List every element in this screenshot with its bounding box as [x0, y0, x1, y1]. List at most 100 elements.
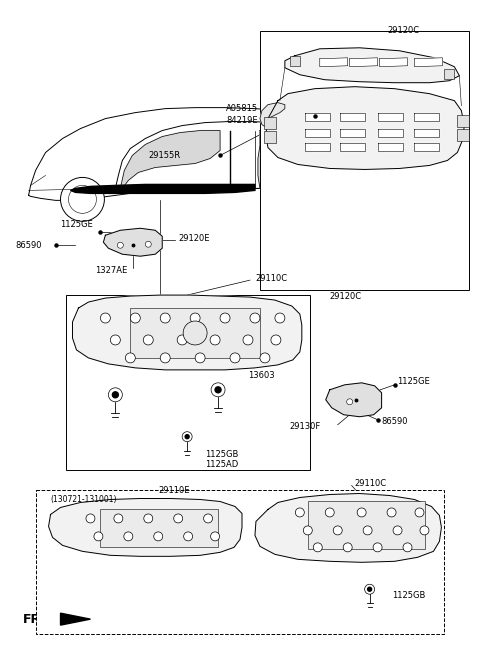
Bar [65, 295, 310, 470]
Text: 1125GE: 1125GE [397, 377, 430, 386]
Text: 86590: 86590 [382, 417, 408, 426]
Bar [264, 117, 276, 129]
Bar [36, 489, 444, 634]
Text: 29110C: 29110C [355, 479, 387, 488]
Polygon shape [71, 184, 255, 193]
Bar [100, 509, 218, 547]
Circle shape [86, 514, 95, 523]
Circle shape [387, 508, 396, 517]
Circle shape [243, 335, 253, 345]
Circle shape [347, 398, 353, 405]
Circle shape [160, 313, 170, 323]
Circle shape [177, 335, 187, 345]
Text: A05815: A05815 [226, 104, 258, 113]
Circle shape [110, 335, 120, 345]
Circle shape [295, 508, 304, 517]
Polygon shape [415, 58, 443, 67]
Circle shape [108, 388, 122, 402]
Bar [444, 69, 455, 79]
Circle shape [250, 313, 260, 323]
Polygon shape [305, 143, 330, 151]
Polygon shape [415, 143, 439, 151]
Bar [290, 56, 300, 66]
Circle shape [271, 335, 281, 345]
Text: 84219E: 84219E [226, 116, 258, 125]
Circle shape [210, 335, 220, 345]
Polygon shape [350, 58, 378, 67]
Circle shape [117, 242, 123, 248]
Circle shape [125, 353, 135, 363]
Circle shape [220, 313, 230, 323]
Circle shape [211, 383, 225, 397]
Circle shape [368, 587, 372, 591]
Circle shape [144, 514, 153, 523]
Circle shape [124, 532, 133, 541]
Circle shape [313, 543, 322, 552]
Polygon shape [378, 113, 403, 121]
Circle shape [357, 508, 366, 517]
Bar [308, 502, 425, 549]
Circle shape [230, 353, 240, 363]
Polygon shape [120, 130, 220, 188]
Polygon shape [378, 143, 403, 151]
Circle shape [415, 508, 424, 517]
Polygon shape [326, 383, 382, 417]
Text: 29120E: 29120E [178, 234, 210, 243]
Bar [457, 129, 469, 141]
Text: 29110E: 29110E [158, 486, 190, 495]
Text: 1125GE: 1125GE [60, 220, 93, 229]
Circle shape [195, 353, 205, 363]
Circle shape [403, 543, 412, 552]
Polygon shape [285, 48, 459, 82]
Polygon shape [115, 121, 358, 188]
Circle shape [365, 584, 374, 594]
Circle shape [154, 532, 163, 541]
Circle shape [183, 321, 207, 345]
Circle shape [160, 353, 170, 363]
Circle shape [112, 392, 119, 398]
Circle shape [351, 182, 379, 210]
Circle shape [182, 432, 192, 442]
Polygon shape [340, 113, 365, 121]
Polygon shape [48, 498, 242, 556]
Polygon shape [260, 103, 285, 129]
Circle shape [145, 241, 151, 247]
Text: 1327AE: 1327AE [96, 265, 128, 275]
Circle shape [174, 514, 183, 523]
Circle shape [130, 313, 140, 323]
Bar [457, 115, 469, 127]
Bar [260, 31, 469, 290]
Polygon shape [29, 108, 442, 202]
Circle shape [303, 526, 312, 535]
Circle shape [69, 186, 96, 214]
Polygon shape [258, 129, 355, 188]
Circle shape [260, 353, 270, 363]
Circle shape [343, 543, 352, 552]
Text: 1125GB: 1125GB [205, 450, 239, 459]
Text: 29155R: 29155R [148, 151, 180, 160]
Text: 86590: 86590 [16, 241, 42, 250]
Polygon shape [72, 295, 302, 370]
Text: 29120C: 29120C [387, 27, 420, 35]
Circle shape [393, 526, 402, 535]
Circle shape [333, 526, 342, 535]
Circle shape [114, 514, 123, 523]
Circle shape [275, 313, 285, 323]
Text: 1125GB: 1125GB [393, 591, 426, 600]
Bar [130, 308, 260, 358]
Circle shape [211, 532, 219, 541]
Circle shape [325, 508, 334, 517]
Circle shape [190, 313, 200, 323]
Polygon shape [305, 113, 330, 121]
Polygon shape [305, 129, 330, 136]
Bar [264, 130, 276, 143]
Circle shape [343, 173, 386, 217]
Text: 29110C: 29110C [255, 274, 287, 282]
Polygon shape [320, 58, 348, 67]
Text: (130721-131001): (130721-131001) [50, 495, 117, 504]
Polygon shape [103, 228, 162, 256]
Circle shape [420, 526, 429, 535]
Circle shape [100, 313, 110, 323]
Polygon shape [340, 129, 365, 136]
Text: FR.: FR. [23, 613, 46, 626]
